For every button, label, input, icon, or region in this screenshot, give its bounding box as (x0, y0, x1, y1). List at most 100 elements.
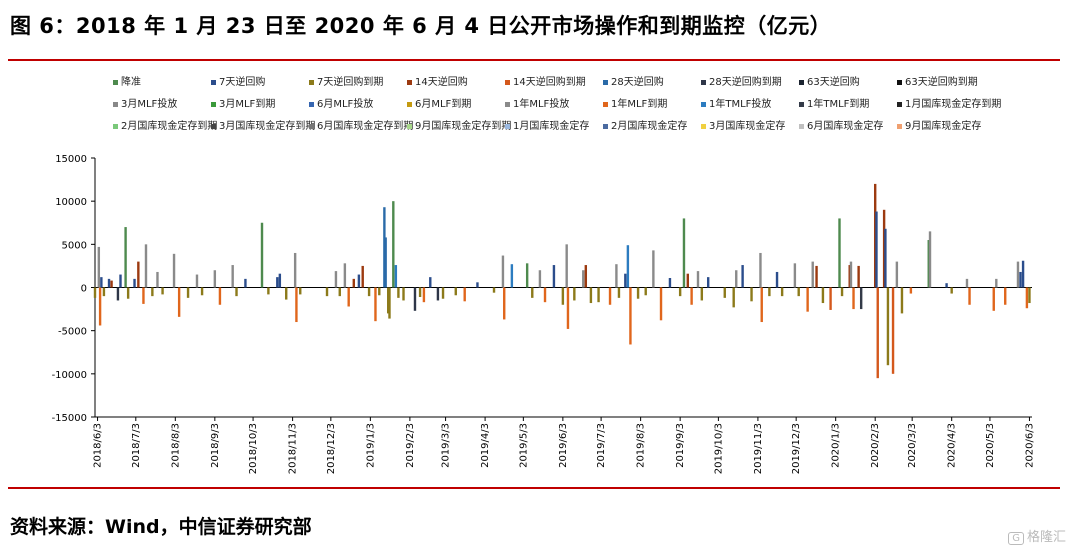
legend-label: 7天逆回购到期 (317, 77, 384, 88)
bar (735, 270, 738, 288)
legend-label: 28天逆回购 (611, 77, 664, 88)
bar (402, 287, 405, 301)
legend-item: 3月MLF投放 (113, 98, 177, 112)
bar (510, 264, 514, 288)
legend-item: 3月国库现金定存 (701, 120, 785, 134)
bar (995, 278, 998, 288)
bar (552, 265, 556, 288)
bar (144, 244, 148, 288)
chart-axes: -15000 -10000 -5000 0 5000 10000 15000 2018/6/3… (52, 154, 1036, 474)
y-tick-label: -5000 (58, 327, 87, 338)
x-tick-label: 2020/5/3 (985, 423, 996, 468)
bar (110, 280, 113, 288)
legend-swatch (505, 101, 510, 107)
legend-item: 63天逆回购到期 (897, 76, 978, 90)
bar (690, 287, 693, 305)
legend-item: 1年TMLF投放 (701, 98, 771, 112)
legend-label: 2月国库现金定存到期 (121, 121, 218, 132)
bar (565, 244, 568, 288)
watermark: G 格隆汇 (1008, 526, 1066, 545)
bar (1016, 261, 1020, 288)
legend-item: 3月国库现金定存到期 (211, 120, 315, 134)
legend-item: 6月MLF到期 (407, 98, 471, 112)
x-tick-label: 2020/1/3 (831, 423, 842, 468)
x-tick-label: 2018/12/3 (326, 423, 337, 474)
figure-title: 图 6：2018 年 1 月 23 日至 2020 年 6 月 4 日公开市场操… (10, 14, 832, 38)
bar (875, 211, 878, 288)
bar (276, 277, 279, 288)
legend-item: 1年MLF到期 (603, 98, 667, 112)
bar (723, 287, 726, 298)
chart-bars (93, 183, 1031, 379)
bar (116, 287, 120, 301)
bar (102, 287, 106, 297)
legend-item: 2月国库现金定存 (603, 120, 687, 134)
bar (696, 271, 700, 288)
bar (352, 278, 355, 288)
legend-label: 14天逆回购到期 (513, 77, 586, 88)
bar (476, 282, 479, 288)
x-tick-label: 2019/10/3 (713, 423, 724, 474)
bar (133, 278, 136, 288)
bar (992, 287, 995, 311)
watermark-logo: G (1008, 532, 1024, 545)
legend-item: 7天逆回购 (211, 76, 265, 90)
bar (617, 287, 621, 298)
bar (97, 246, 101, 288)
legend-swatch (897, 79, 902, 85)
legend-label: 6月国库现金定存到期 (317, 121, 414, 132)
legend-swatch (603, 101, 608, 107)
legend-swatch (897, 123, 902, 129)
legend-swatch (799, 101, 804, 107)
x-tick-label: 2019/4/3 (480, 423, 491, 468)
bar (260, 222, 264, 288)
bar (361, 265, 364, 288)
bar (285, 287, 288, 300)
legend-swatch (799, 79, 804, 85)
legend-label: 3月国库现金定存到期 (219, 121, 316, 132)
bar (492, 287, 496, 293)
x-tick-label: 2019/6/3 (558, 423, 569, 468)
legend-label: 63天逆回购到期 (905, 77, 978, 88)
legend-swatch (505, 79, 510, 85)
legend-label: 2月国库现金定存 (611, 121, 688, 132)
bar (374, 287, 377, 322)
bar (543, 287, 547, 303)
legend-swatch (211, 123, 216, 129)
legend-item: 6月MLF投放 (309, 98, 373, 112)
legend-item: 63天逆回购 (799, 76, 860, 90)
bar (859, 287, 863, 310)
bar (126, 287, 130, 299)
bar (334, 271, 338, 288)
bar (566, 287, 570, 329)
legend-swatch (407, 101, 412, 107)
bar (267, 287, 270, 295)
bar (93, 287, 97, 298)
bar (732, 287, 735, 308)
bar (186, 287, 190, 298)
bar (840, 287, 844, 297)
bar (454, 287, 457, 296)
bar (387, 287, 390, 314)
bar (891, 287, 895, 374)
bar (325, 287, 329, 297)
bar (768, 287, 771, 297)
bar (151, 287, 154, 297)
bar (244, 278, 247, 288)
legend-swatch (309, 101, 314, 107)
bar (741, 265, 744, 288)
legend-item: 6月国库现金定存 (799, 120, 883, 134)
legend-label: 14天逆回购 (415, 77, 468, 88)
y-tick-label: -10000 (52, 370, 87, 381)
legend-item: 28天逆回购 (603, 76, 664, 90)
bar (177, 287, 181, 317)
legend-swatch (407, 79, 412, 85)
legend-label: 1月国库现金定存到期 (905, 99, 1002, 110)
bar (384, 237, 387, 288)
bar (644, 287, 647, 296)
bar (388, 287, 391, 319)
bar (397, 287, 400, 298)
x-tick-label: 2020/4/3 (947, 423, 958, 468)
y-tick-label: 5000 (62, 240, 87, 251)
